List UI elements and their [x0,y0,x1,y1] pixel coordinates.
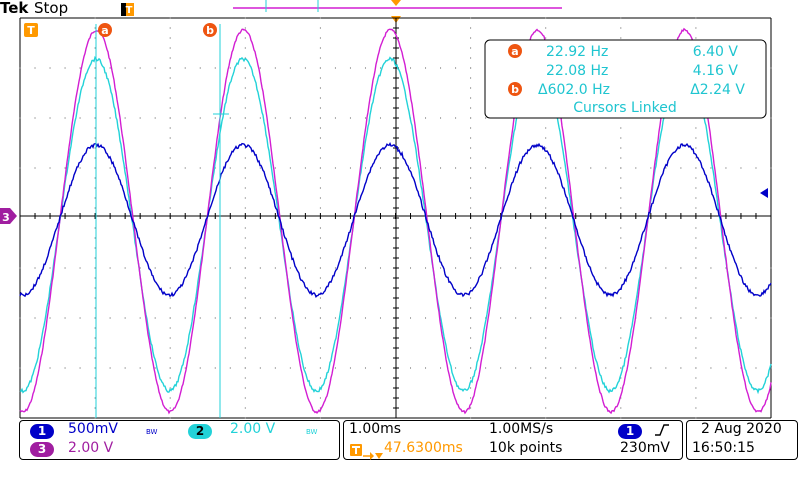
cursor-a-marker[interactable]: a [98,23,112,37]
ch3-waveform [19,27,772,415]
cursor-readout-box: a b 22.92 Hz 6.40 V 22.08 Hz 4.16 V Δ602… [484,39,767,119]
cursor-b-frequency: 22.08 Hz [546,63,608,79]
readout-cursor-b-badge-label: b [511,83,519,96]
ch2-scale[interactable]: 2.00 V [230,421,276,437]
cursor-delta-frequency: Δ602.0 Hz [538,82,610,98]
trigger-source-badge[interactable]: 1 [618,424,642,439]
ch1-bandwidth-limit: BW [146,428,158,436]
ch2-bandwidth-limit: BW [306,428,318,436]
trigger-position[interactable]: 47.6300ms [384,440,463,456]
trigger-position-arrow [391,0,401,6]
ch3-ground-marker[interactable]: 3 [0,208,17,224]
tek-brand: Tek [0,0,29,17]
trigger-marker-top: T [121,3,134,16]
cursor-delta-voltage: Δ2.24 V [690,82,745,98]
channel-readout-panel: 1 500mV BW 2 2.00 V BW 3 2.00 V [19,420,340,460]
readout-cursor-b-badge: b [508,82,522,96]
ch1-badge[interactable]: 1 [30,424,54,439]
trigger-position-icon [350,444,362,456]
trigger-marker-top-label: T [126,5,133,16]
trigger-marker-label: T [27,24,35,37]
cursor-b-voltage: 4.16 V [693,63,739,79]
cursor-a-marker-label: a [101,24,108,37]
cursor-b-marker[interactable]: b [203,23,217,37]
trigger-level[interactable]: 230mV [620,440,670,456]
ch2-badge[interactable]: 2 [188,424,212,439]
ch1-scale[interactable]: 500mV [68,421,118,437]
datetime-panel: 2 Aug 2020 16:50:15 [686,420,798,460]
cursors-linked-label: Cursors Linked [573,100,676,116]
ch3-scale[interactable]: 2.00 V [68,440,114,456]
cursor-b-marker-label: b [206,24,214,37]
ch3-ground-marker-label: 3 [2,211,10,224]
ch1-waveform [19,142,772,298]
acquisition-state: Stop [34,0,69,17]
cursor-a-voltage: 6.40 V [693,44,739,60]
record-length[interactable]: 10k points [489,440,563,456]
date-display: 2 Aug 2020 [701,421,782,437]
readout-cursor-a-badge: a [508,44,522,58]
cursor-a-frequency: 22.92 Hz [546,44,608,60]
ch3-badge[interactable]: 3 [30,442,54,457]
time-display: 16:50:15 [692,440,755,456]
horizontal-readout-panel: 1.00ms 1.00MS/s 47.6300ms 10k points 1 2… [343,420,683,460]
trigger-position-arrow-icon [363,446,385,465]
trigger-marker: T [24,23,38,37]
ch1-offset-arrow[interactable] [760,188,768,198]
rising-edge-icon [654,422,670,442]
sample-rate: 1.00MS/s [489,421,554,437]
readout-cursor-a-badge-label: a [511,45,518,58]
timebase-scale[interactable]: 1.00ms [349,421,402,437]
